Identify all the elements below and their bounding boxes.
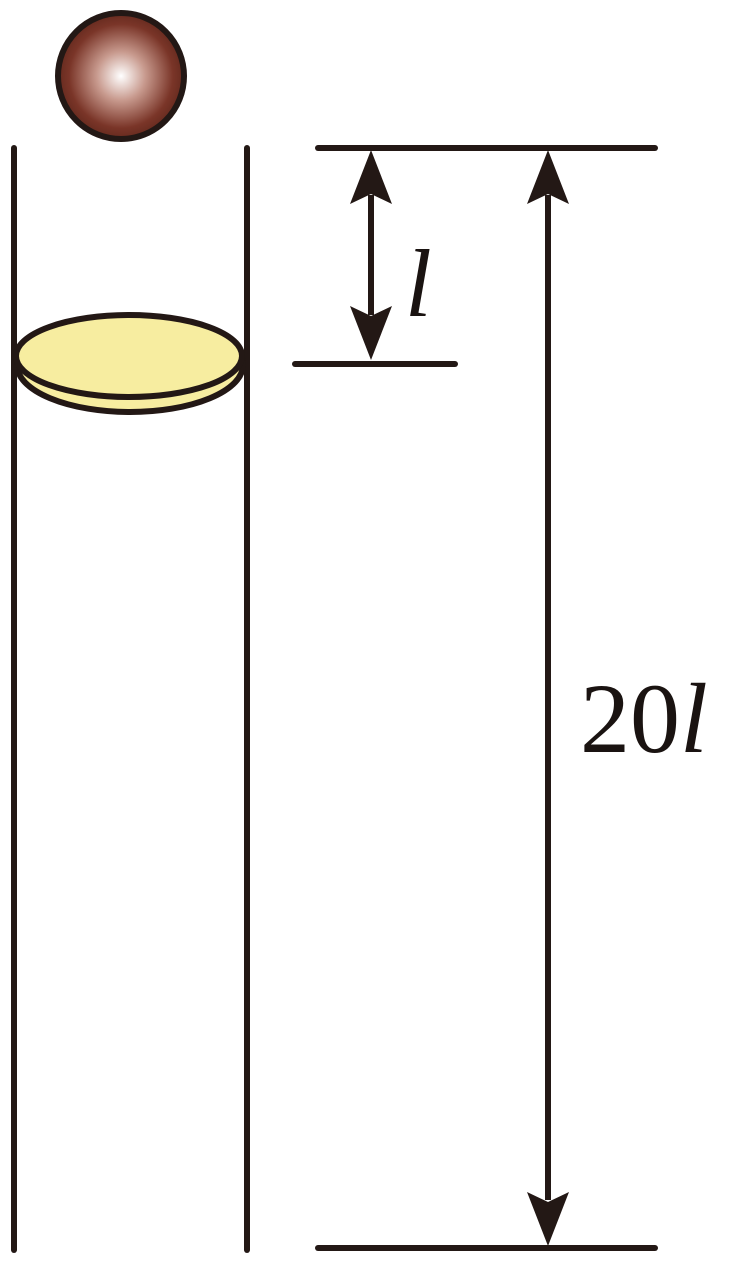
label-20l-number: 20	[580, 663, 680, 774]
dimension-arrow-l	[350, 150, 392, 360]
disk	[13, 312, 246, 415]
label-20l-symbol: l	[680, 663, 708, 774]
ball	[55, 10, 187, 142]
label-l: l	[405, 230, 432, 337]
dimension-arrow-20l	[527, 150, 569, 1246]
label-20l: 20l	[580, 663, 708, 774]
